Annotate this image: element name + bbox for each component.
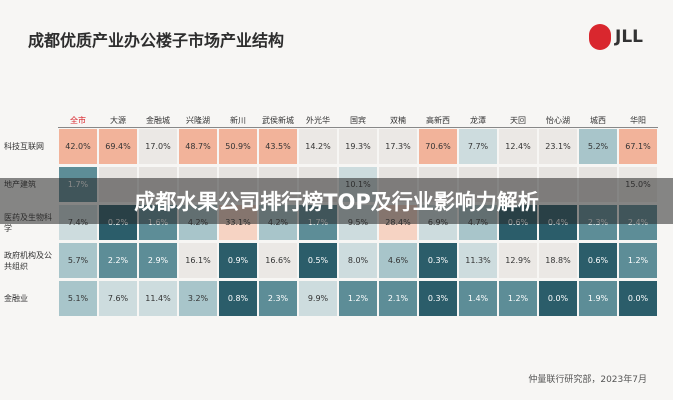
cell: 12.9% [499, 243, 537, 278]
column-header: 天回 [510, 116, 526, 125]
cell: 14.2% [299, 129, 337, 164]
cell: 0.8% [219, 281, 257, 316]
cell: 1.2% [339, 281, 377, 316]
cell: 19.3% [339, 129, 377, 164]
cell: 17.0% [139, 129, 177, 164]
cell: 16.1% [179, 243, 217, 278]
cell: 2.1% [379, 281, 417, 316]
logo-mark [589, 24, 611, 50]
column-header: 华阳 [630, 116, 646, 125]
cell: 2.3% [259, 281, 297, 316]
cell: 2.9% [139, 243, 177, 278]
cell: 0.0% [539, 281, 577, 316]
header-rule [58, 127, 658, 128]
cell: 5.7% [59, 243, 97, 278]
row-label: 金融业 [4, 294, 28, 303]
column-header: 金融城 [146, 116, 170, 125]
cell: 4.6% [379, 243, 417, 278]
cell: 7.6% [99, 281, 137, 316]
column-header: 武侯新城 [262, 116, 294, 125]
row-label: 科技互联网 [4, 142, 44, 151]
logo: JLL [589, 24, 643, 50]
cell: 8.0% [339, 243, 377, 278]
column-header: 龙潭 [470, 116, 486, 125]
cell: 50.9% [219, 129, 257, 164]
column-header: 新川 [230, 116, 246, 125]
column-header: 大源 [110, 116, 126, 125]
cell: 12.4% [499, 129, 537, 164]
cell: 18.8% [539, 243, 577, 278]
column-header: 全市 [70, 116, 86, 125]
cell: 0.9% [219, 243, 257, 278]
logo-text: JLL [615, 27, 643, 47]
cell: 0.6% [579, 243, 617, 278]
cell: 17.3% [379, 129, 417, 164]
cell: 9.9% [299, 281, 337, 316]
cell: 1.4% [459, 281, 497, 316]
column-header: 外光华 [306, 116, 330, 125]
title: 成都优质产业办公楼子市场产业结构 [28, 31, 285, 50]
cell: 48.7% [179, 129, 217, 164]
cell: 0.3% [419, 281, 457, 316]
row-label: 政府机构及公共组织 [4, 250, 52, 271]
column-header: 高新西 [426, 116, 450, 125]
cell: 67.1% [619, 129, 657, 164]
cell: 11.4% [139, 281, 177, 316]
cell: 70.6% [419, 129, 457, 164]
cell: 11.3% [459, 243, 497, 278]
cell: 1.2% [619, 243, 657, 278]
cell: 42.0% [59, 129, 97, 164]
column-header: 国宾 [350, 116, 366, 125]
column-header: 城西 [590, 116, 606, 125]
cell: 7.7% [459, 129, 497, 164]
cell: 16.6% [259, 243, 297, 278]
column-header: 兴隆湖 [186, 116, 210, 125]
cell: 0.0% [619, 281, 657, 316]
column-header: 怡心湖 [546, 116, 570, 125]
cell: 2.2% [99, 243, 137, 278]
cell: 23.1% [539, 129, 577, 164]
banner: 成都水果公司排行榜TOP及行业影响力解析 [0, 178, 673, 224]
cell: 5.1% [59, 281, 97, 316]
column-header: 双楠 [390, 116, 406, 125]
cell: 3.2% [179, 281, 217, 316]
cell: 0.5% [299, 243, 337, 278]
footer: 仲量联行研究部，2023年7月 [528, 375, 647, 385]
cell: 0.3% [419, 243, 457, 278]
cell: 69.4% [99, 129, 137, 164]
cell: 1.2% [499, 281, 537, 316]
cell: 1.9% [579, 281, 617, 316]
cell: 5.2% [579, 129, 617, 164]
cell: 43.5% [259, 129, 297, 164]
